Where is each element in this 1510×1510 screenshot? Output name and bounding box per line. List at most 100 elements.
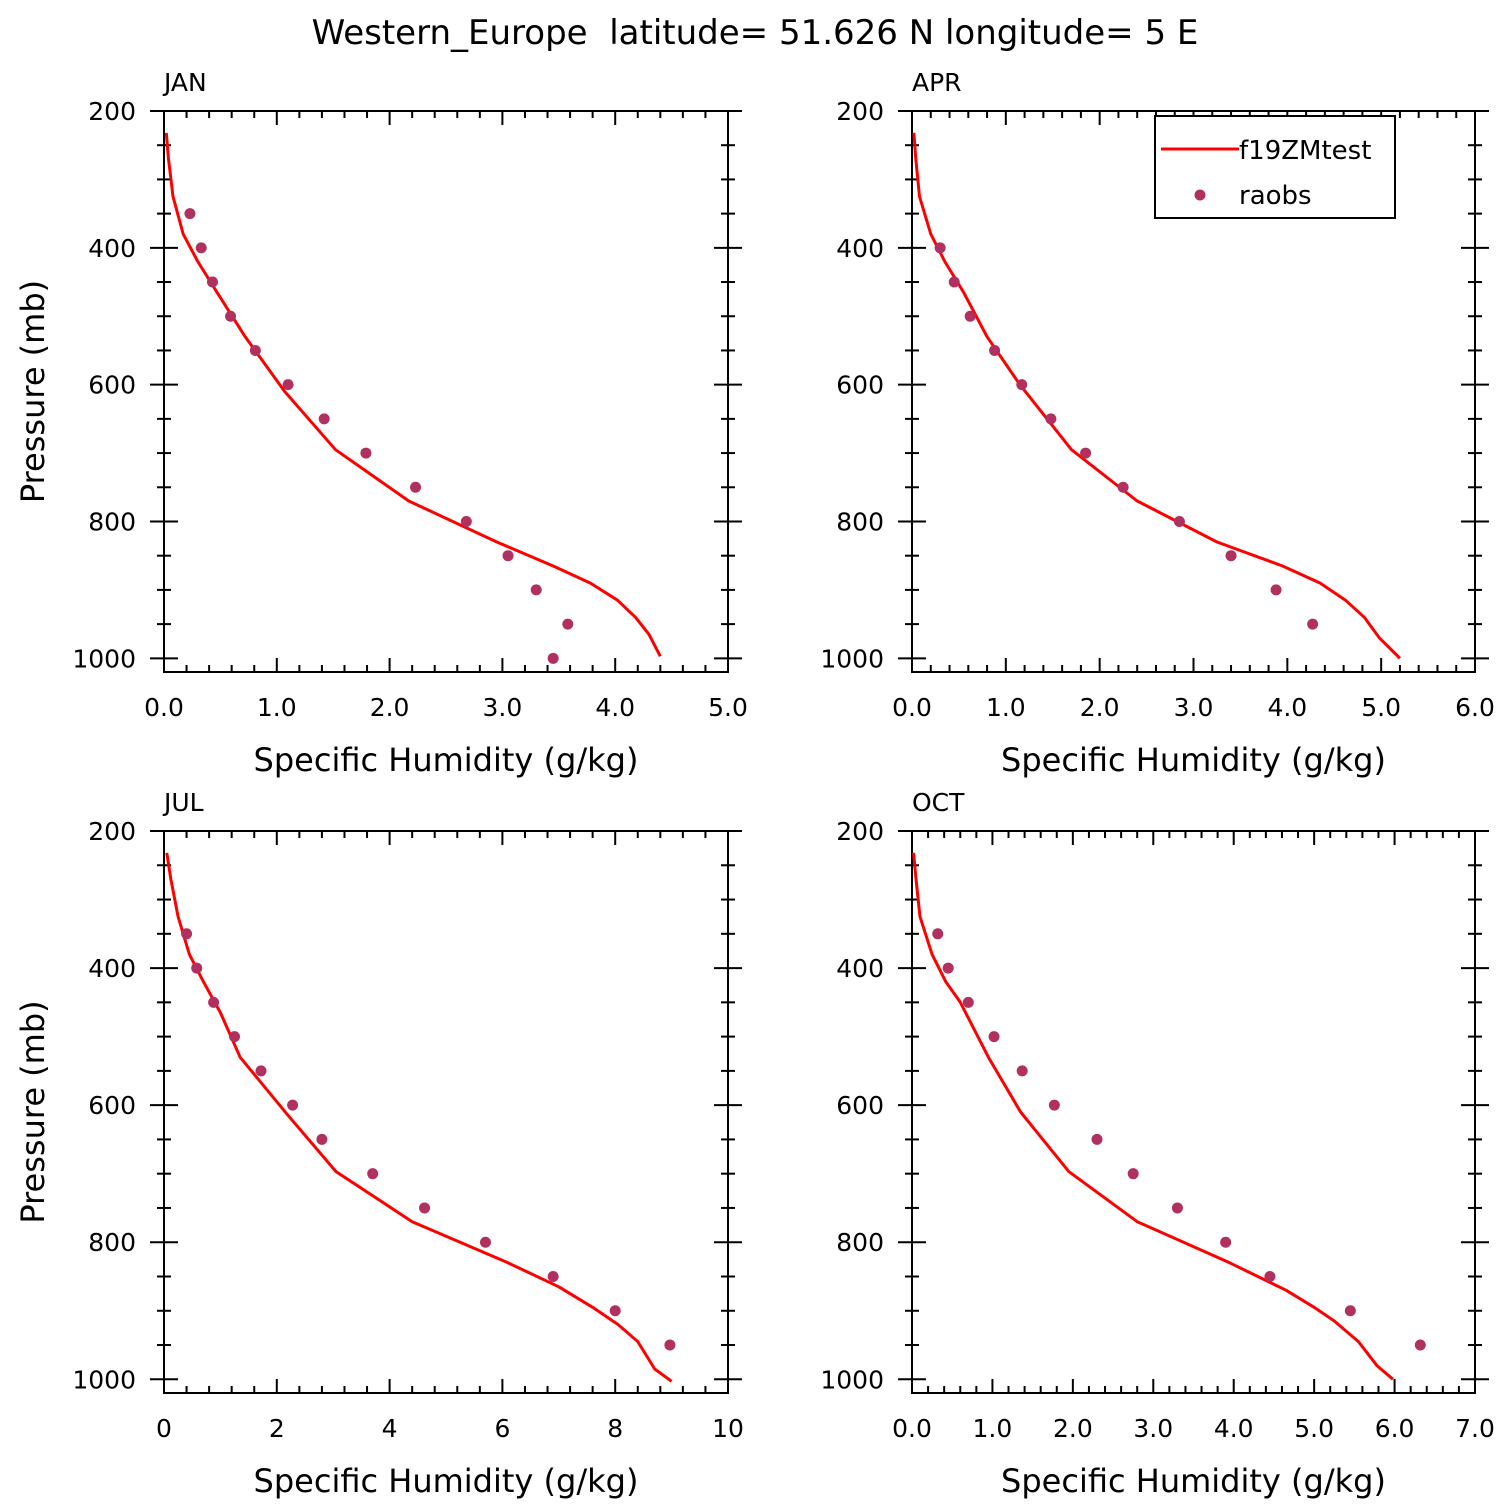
obs-point — [225, 310, 237, 322]
y-tick-label: 1000 — [820, 644, 884, 673]
obs-point — [1264, 1270, 1276, 1282]
legend-marker-swatch — [1194, 189, 1206, 201]
obs-point — [419, 1202, 431, 1214]
panel-label: JAN — [162, 68, 207, 97]
obs-point — [1045, 413, 1057, 425]
obs-point — [318, 413, 330, 425]
y-axis-title: Pressure (mb) — [14, 1000, 52, 1223]
obs-point — [1307, 618, 1319, 630]
x-tick-label: 5.0 — [1294, 1414, 1334, 1443]
y-tick-label: 400 — [836, 954, 884, 983]
model-line-apr — [912, 132, 1401, 660]
legend: f19ZMtest raobs — [1154, 115, 1396, 219]
page-title: Western_Europe latitude= 51.626 N longit… — [312, 13, 1199, 53]
y-tick-label: 600 — [836, 1091, 884, 1120]
x-tick-label: 1.0 — [973, 1414, 1013, 1443]
obs-point — [988, 1031, 1000, 1043]
obs-point — [287, 1099, 299, 1111]
model-line-jul — [165, 852, 673, 1383]
panel-apr: APR 0.0 1.0 2.0 3.0 4.0 5.0 6.0 200 400 600 800 1000… — [820, 68, 1495, 779]
y-tick-label: 600 — [88, 371, 136, 400]
x-axis-title: Specific Humidity (g/kg) — [1001, 1462, 1386, 1500]
obs-point — [1414, 1339, 1426, 1351]
obs-point — [1016, 379, 1028, 391]
panel-jul: JUL 0 2 4 6 8 10 200 400 600 800 1000 Specific Humid… — [14, 788, 744, 1500]
obs-point — [184, 208, 196, 220]
y-tick-label: 200 — [88, 97, 136, 126]
x-tick-label: 1.0 — [986, 693, 1026, 722]
obs-point — [1344, 1305, 1356, 1317]
x-axis-title: Specific Humidity (g/kg) — [254, 1462, 639, 1500]
x-tick-label: 1.0 — [257, 693, 297, 722]
panels: JAN 0.0 1.0 2.0 3.0 4.0 5.0 200 400 600 800 1000 Spe… — [14, 68, 1495, 1500]
panel-label: APR — [912, 68, 962, 97]
x-tick-label: 10 — [712, 1414, 744, 1443]
obs-point — [1171, 1202, 1183, 1214]
plot-frame — [911, 830, 1476, 1394]
x-tick-label: 2.0 — [370, 693, 410, 722]
obs-point — [360, 447, 372, 459]
obs-point — [255, 1065, 267, 1077]
obs-point — [962, 996, 974, 1008]
x-tick-label: 0.0 — [144, 693, 184, 722]
x-tick-label: 4.0 — [595, 693, 635, 722]
obs-point — [547, 1270, 559, 1282]
obs-point — [367, 1168, 379, 1180]
obs-point — [1080, 447, 1092, 459]
plot-frame — [163, 830, 729, 1394]
obs-point — [208, 996, 220, 1008]
panel-label: OCT — [912, 788, 965, 817]
model-line-jan — [164, 132, 662, 657]
x-tick-label: 0.0 — [892, 1414, 932, 1443]
obs-point — [1220, 1236, 1232, 1248]
x-tick-label: 2.0 — [1080, 693, 1120, 722]
obs-point — [191, 962, 203, 974]
obs-point — [547, 652, 559, 664]
x-tick-label: 6.0 — [1455, 693, 1495, 722]
x-tick-label: 3.0 — [1133, 1414, 1173, 1443]
obs-point — [181, 928, 193, 940]
obs-point — [316, 1133, 328, 1145]
y-tick-label: 800 — [836, 1228, 884, 1257]
y-tick-label: 200 — [836, 97, 884, 126]
y-tick-label: 600 — [836, 371, 884, 400]
obs-point — [282, 379, 294, 391]
obs-point — [502, 550, 514, 562]
obs-point — [948, 276, 960, 288]
obs-point — [195, 242, 207, 254]
legend-obs-label: raobs — [1239, 181, 1312, 211]
obs-point — [530, 584, 542, 596]
obs-point — [664, 1339, 676, 1351]
obs-point — [1127, 1168, 1139, 1180]
obs-point — [609, 1305, 621, 1317]
y-tick-label: 1000 — [72, 1365, 136, 1394]
x-tick-label: 6.0 — [1375, 1414, 1415, 1443]
obs-point — [479, 1236, 491, 1248]
obs-point — [1048, 1099, 1060, 1111]
y-tick-label: 800 — [88, 1228, 136, 1257]
y-tick-label: 200 — [88, 817, 136, 846]
y-tick-label: 200 — [836, 817, 884, 846]
x-tick-label: 4.0 — [1214, 1414, 1254, 1443]
x-tick-label: 2 — [269, 1414, 285, 1443]
obs-point — [410, 481, 422, 493]
obs-point — [1173, 515, 1185, 527]
obs-point — [934, 242, 946, 254]
obs-point — [1270, 584, 1282, 596]
panel-oct: OCT 0.0 1.0 2.0 3.0 4.0 5.0 6.0 7.0 200 400 600 800 1… — [820, 788, 1495, 1500]
y-tick-label: 600 — [88, 1091, 136, 1120]
x-tick-label: 4 — [382, 1414, 398, 1443]
x-tick-label: 5.0 — [708, 693, 748, 722]
obs-point — [1016, 1065, 1028, 1077]
x-tick-label: 5.0 — [1361, 693, 1401, 722]
y-axis-title: Pressure (mb) — [14, 280, 52, 503]
x-axis-title: Specific Humidity (g/kg) — [1001, 741, 1386, 779]
y-tick-label: 400 — [88, 234, 136, 263]
y-tick-label: 400 — [836, 234, 884, 263]
x-tick-label: 0 — [156, 1414, 172, 1443]
x-tick-label: 0.0 — [892, 693, 932, 722]
x-tick-label: 8 — [607, 1414, 623, 1443]
obs-point — [207, 276, 219, 288]
x-axis-title: Specific Humidity (g/kg) — [254, 741, 639, 779]
